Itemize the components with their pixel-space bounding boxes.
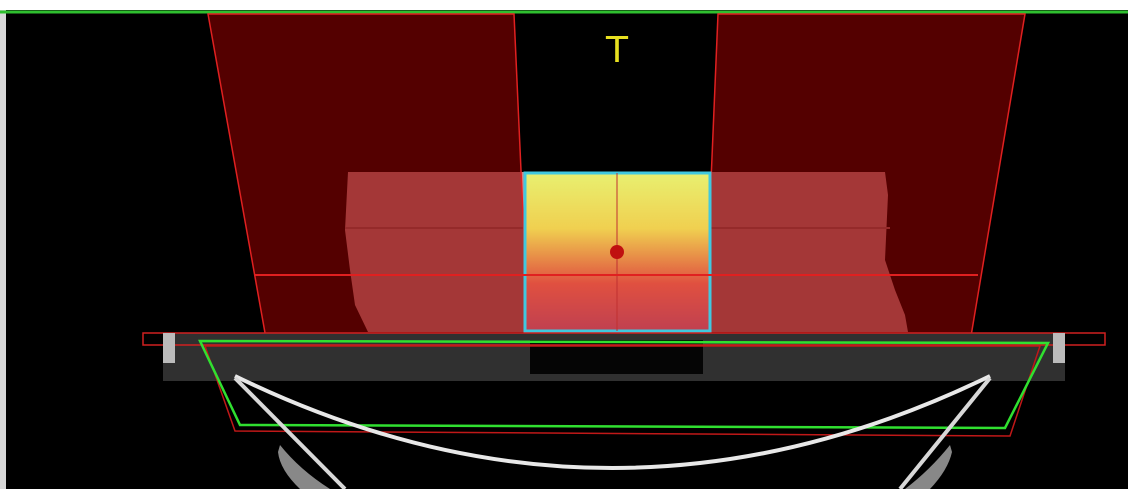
top-edge <box>0 0 1128 10</box>
couch-rail-right <box>1053 333 1065 363</box>
left-edge <box>0 0 6 489</box>
orientation-label: T <box>605 30 629 71</box>
page: {"label": "T"} T (() => { const data = J… <box>0 0 1128 489</box>
couch-rail-left <box>163 333 175 363</box>
isocenter <box>610 245 624 259</box>
treatment-view: T <box>0 0 1128 489</box>
